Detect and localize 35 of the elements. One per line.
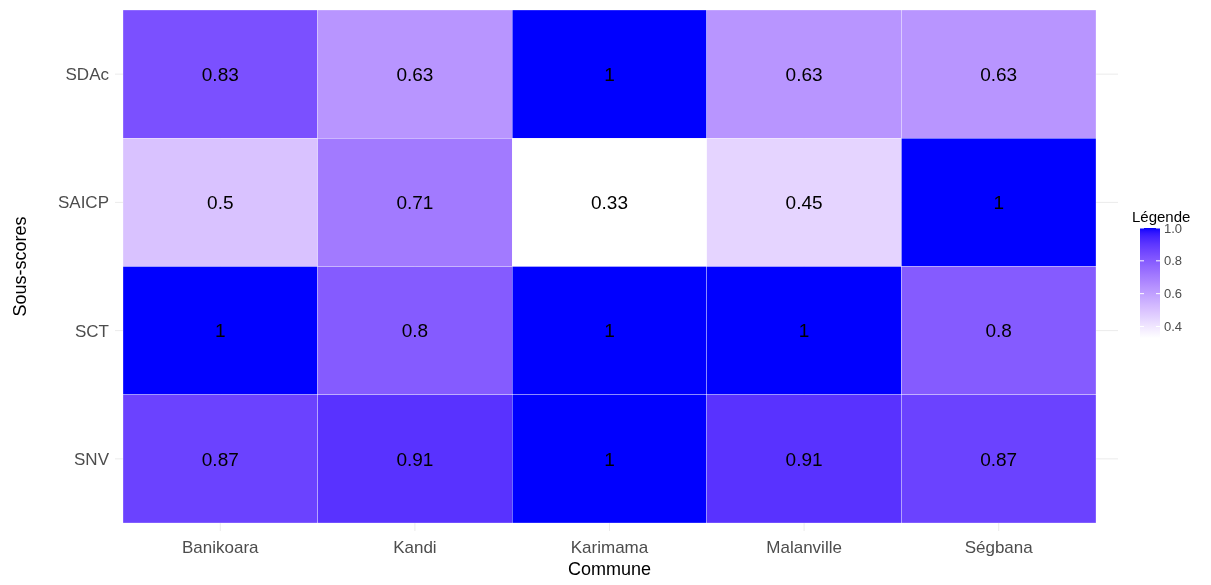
- data-label: 1: [798, 320, 810, 342]
- x-axis-title: Commune: [567, 559, 652, 579]
- data-label: 0.63: [980, 63, 1018, 85]
- x-tick-label: Malanville: [766, 538, 842, 557]
- x-tick-label: Kandi: [393, 538, 437, 557]
- y-tick-label: SDAc: [65, 65, 110, 85]
- data-label: 0.63: [785, 63, 823, 85]
- data-label: 0.63: [396, 63, 434, 85]
- color-bar-label: 0.6: [1164, 286, 1183, 302]
- data-label: 0.87: [201, 448, 239, 470]
- y-axis-title: Sous-scores: [10, 216, 30, 317]
- data-label: 0.71: [396, 192, 434, 214]
- data-label: 0.5: [207, 192, 234, 214]
- data-label: 1: [604, 320, 615, 342]
- x-tick-label: Banikoara: [182, 538, 260, 557]
- data-label: 0.8: [401, 320, 429, 342]
- y-tick-label: SCT: [75, 321, 109, 341]
- y-tick-label: SNV: [74, 449, 110, 469]
- data-label: 1: [604, 448, 615, 470]
- data-label: 1: [993, 192, 1004, 214]
- data-label: 0.8: [985, 320, 1012, 342]
- data-label: 0.91: [396, 448, 434, 470]
- data-label: 1: [215, 320, 226, 342]
- x-tick-label: Ségbana: [964, 538, 1034, 557]
- color-bar-label: 0.8: [1164, 253, 1183, 269]
- data-label: 0.83: [201, 63, 239, 85]
- color-bar-label: 0.4: [1164, 319, 1183, 335]
- data-label: 1: [604, 63, 615, 85]
- data-label: 0.33: [591, 192, 628, 214]
- data-label: 0.87: [980, 448, 1018, 470]
- data-label: 0.91: [785, 448, 823, 470]
- x-tick-label: Karimama: [570, 538, 649, 557]
- data-label: 0.45: [785, 192, 823, 214]
- y-tick-label: SAICP: [57, 193, 109, 213]
- legend-title: Légende: [1132, 208, 1191, 225]
